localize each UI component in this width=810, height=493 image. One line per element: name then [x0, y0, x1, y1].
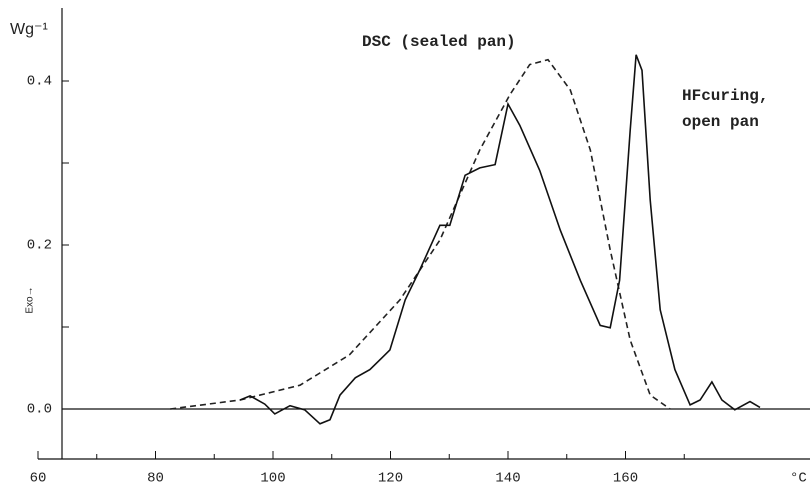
- annotation: HFcuring,: [682, 87, 768, 105]
- y-axis-title: Exo→: [25, 286, 36, 313]
- y-tick-label: 0.2: [27, 238, 52, 254]
- y-tick-label: 0.0: [27, 402, 52, 418]
- series-line: [170, 58, 671, 410]
- x-tick-label: 140: [495, 471, 520, 487]
- x-tick-label: 100: [260, 471, 285, 487]
- y-unit: Wg⁻¹: [10, 21, 48, 38]
- x-tick-label: 120: [378, 471, 403, 487]
- annotation: open pan: [682, 113, 759, 131]
- x-tick-label: 80: [147, 471, 164, 487]
- y-tick-label: 0.4: [27, 74, 52, 90]
- series-line: [239, 54, 761, 425]
- x-tick-label: 60: [30, 471, 47, 487]
- annotation: DSC (sealed pan): [362, 33, 516, 51]
- x-tick-label: 160: [613, 471, 638, 487]
- x-unit: °C: [790, 471, 807, 487]
